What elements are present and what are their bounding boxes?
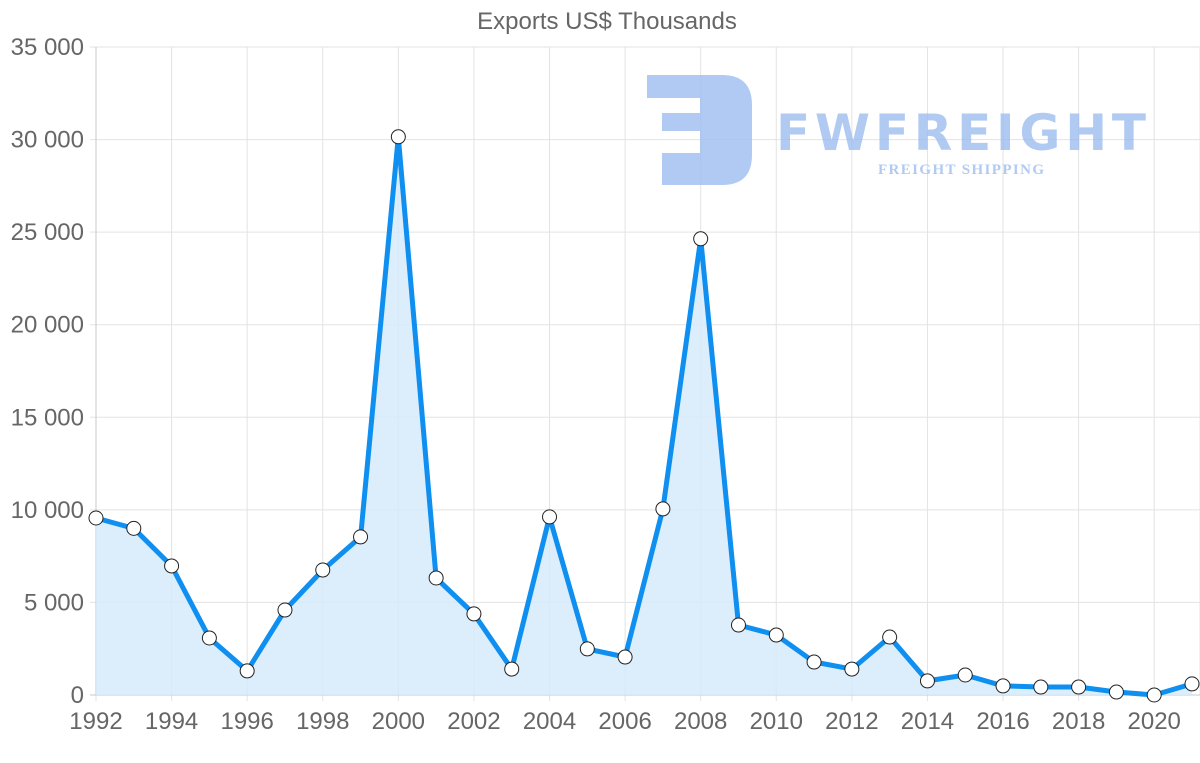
data-point xyxy=(844,661,860,677)
x-tick-label: 2008 xyxy=(674,708,727,735)
x-tick-label: 2010 xyxy=(750,708,803,735)
x-tick-label: 2018 xyxy=(1052,708,1105,735)
logo-icon xyxy=(647,75,752,185)
data-point xyxy=(1146,687,1162,703)
x-tick-label: 1998 xyxy=(296,708,349,735)
data-point xyxy=(88,510,104,526)
x-tick-label: 2014 xyxy=(901,708,954,735)
data-point xyxy=(806,654,822,670)
data-point xyxy=(1108,684,1124,700)
x-tick-label: 2020 xyxy=(1128,708,1181,735)
x-tick-label: 2000 xyxy=(372,708,425,735)
y-tick-label: 5 000 xyxy=(24,589,84,616)
data-point xyxy=(504,661,520,677)
data-point xyxy=(277,602,293,618)
data-point xyxy=(617,649,633,665)
data-point xyxy=(164,558,180,574)
x-tick-label: 1992 xyxy=(69,708,122,735)
data-point xyxy=(201,630,217,646)
chart-title: Exports US$ Thousands xyxy=(477,8,737,35)
data-point xyxy=(768,627,784,643)
data-point xyxy=(730,617,746,633)
data-point xyxy=(995,678,1011,694)
y-tick-label: 20 000 xyxy=(11,312,84,339)
data-point xyxy=(1033,679,1049,695)
data-point xyxy=(1071,679,1087,695)
y-tick-label: 10 000 xyxy=(11,497,84,524)
x-tick-label: 2004 xyxy=(523,708,576,735)
x-tick-label: 2012 xyxy=(825,708,878,735)
y-tick-label: 0 xyxy=(71,682,84,709)
data-point xyxy=(428,570,444,586)
data-point xyxy=(390,129,406,145)
x-tick-label: 2016 xyxy=(976,708,1029,735)
data-point xyxy=(239,663,255,679)
area-fill xyxy=(96,136,1192,696)
watermark-tagline: FREIGHT SHIPPING xyxy=(878,162,1044,178)
x-tick-label: 2002 xyxy=(447,708,500,735)
data-point xyxy=(882,629,898,645)
data-point xyxy=(126,520,142,536)
data-point xyxy=(466,606,482,622)
watermark-brand: FWFREIGHT xyxy=(776,104,1146,162)
data-point xyxy=(542,509,558,525)
data-point xyxy=(919,673,935,689)
y-tick-label: 30 000 xyxy=(11,127,84,154)
y-tick-label: 35 000 xyxy=(11,34,84,61)
data-point xyxy=(1184,676,1200,692)
data-point xyxy=(353,529,369,545)
data-point xyxy=(655,501,671,517)
data-point xyxy=(957,667,973,683)
data-point xyxy=(315,562,331,578)
data-point xyxy=(693,231,709,247)
x-tick-label: 1996 xyxy=(220,708,273,735)
y-tick-label: 15 000 xyxy=(11,404,84,431)
x-tick-label: 2006 xyxy=(598,708,651,735)
x-tick-label: 1994 xyxy=(145,708,198,735)
data-point xyxy=(579,641,595,657)
y-tick-label: 25 000 xyxy=(11,219,84,246)
